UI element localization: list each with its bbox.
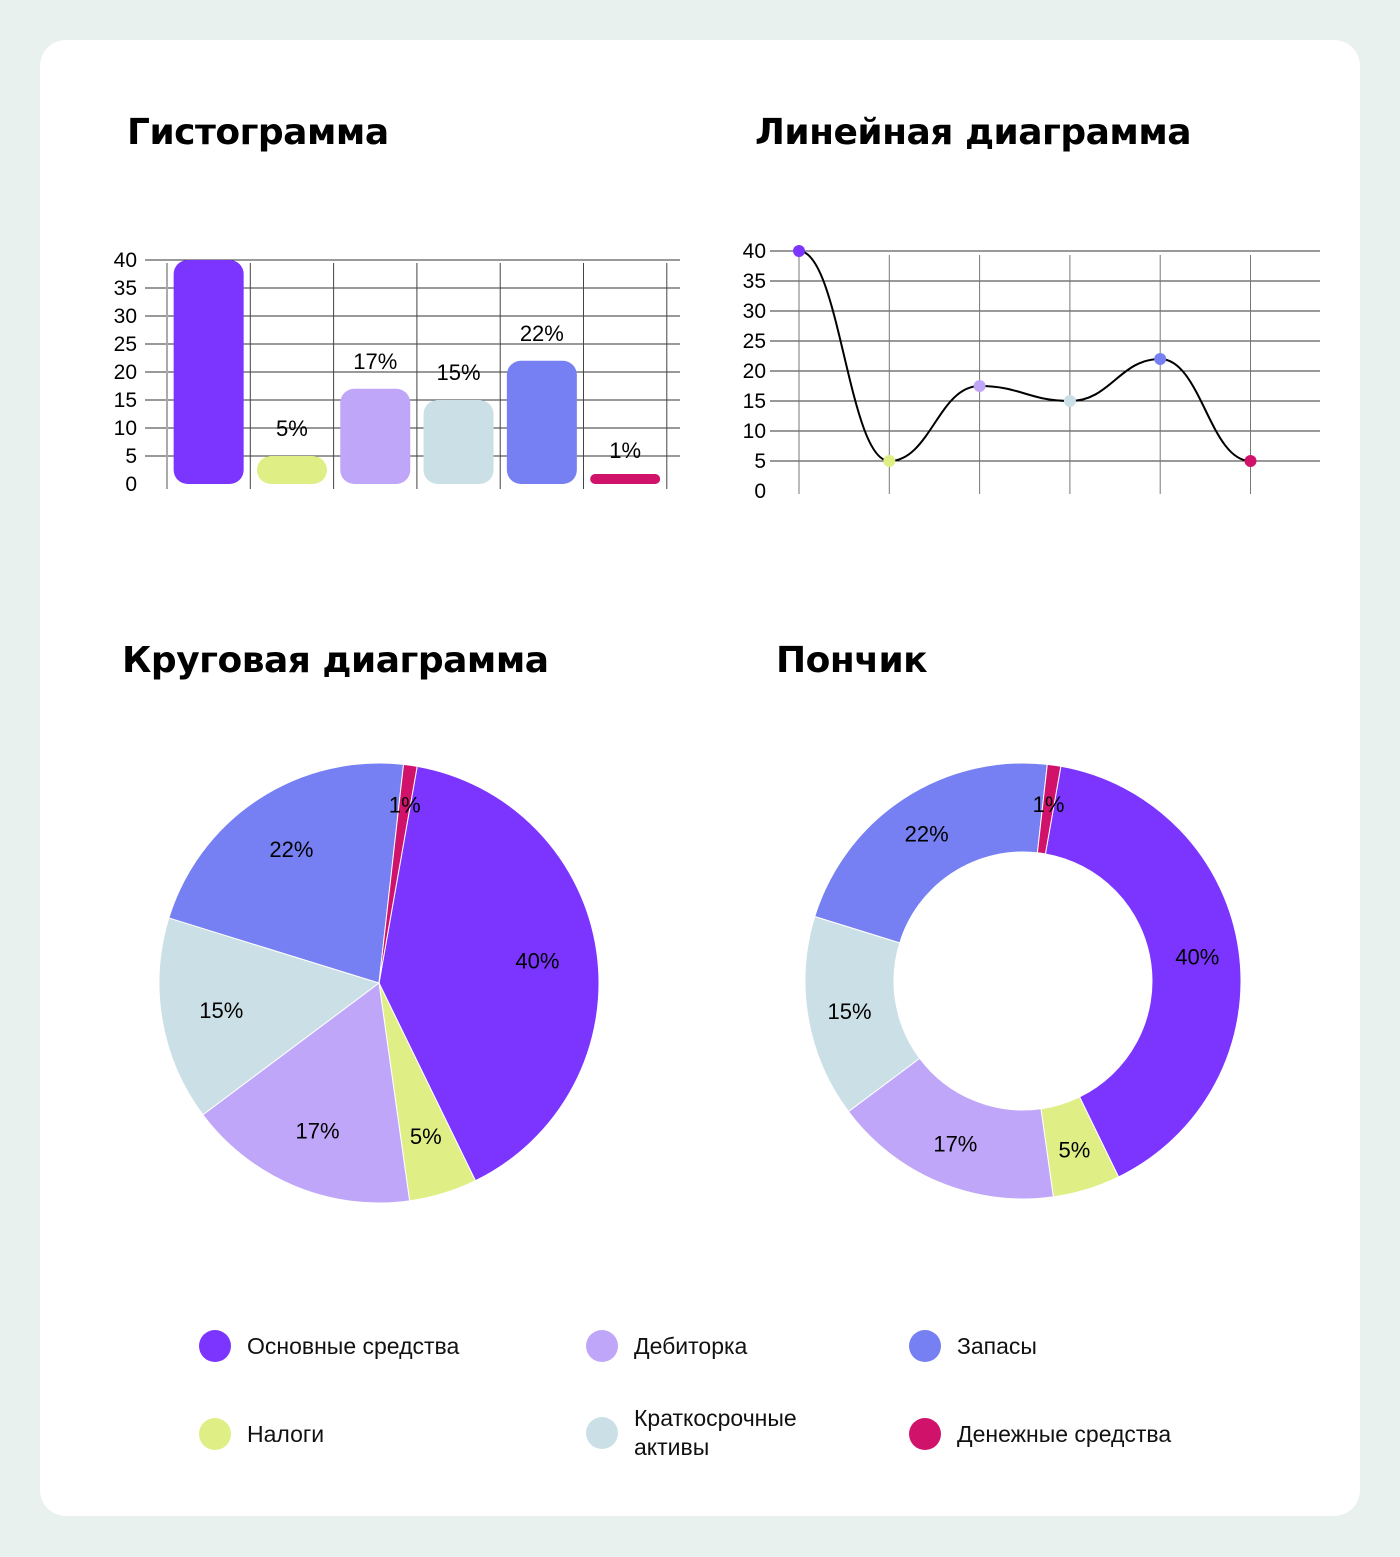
legend-item: Основные средства	[199, 1330, 459, 1362]
legend-label: Запасы	[957, 1332, 1037, 1359]
bar	[506, 360, 577, 484]
y-tick-label: 15	[743, 390, 766, 413]
pie-slice	[378, 763, 418, 984]
donut-label: 40%	[1175, 945, 1219, 970]
donut-label: 5%	[1059, 1137, 1091, 1162]
y-tick-label: 0	[754, 480, 766, 503]
donut-label: 17%	[933, 1131, 977, 1156]
pie-label: 22%	[269, 837, 313, 862]
bar	[590, 474, 661, 484]
y-tick-label: 10	[114, 417, 137, 440]
y-tick-label: 20	[743, 360, 766, 383]
bar	[256, 456, 327, 484]
bar-data-label: 17%	[353, 349, 397, 374]
line-point	[883, 455, 896, 467]
pie-label: 5%	[410, 1124, 442, 1149]
donut-slice	[814, 762, 1048, 944]
y-tick-label: 40	[743, 240, 766, 263]
donut-chart-title: Пончик	[776, 640, 928, 681]
y-tick-label: 30	[114, 305, 137, 328]
pie-slice	[158, 917, 381, 1116]
pie-slice	[168, 762, 405, 984]
legend-label: Краткосрочные активы	[634, 1405, 797, 1460]
bar-data-label: 22%	[520, 321, 564, 346]
donut-label: 22%	[905, 822, 949, 847]
bar	[423, 400, 494, 484]
pie-label: 1%	[389, 792, 421, 817]
y-tick-label: 30	[743, 300, 766, 323]
bar-chart-title: Гистограмма	[127, 112, 389, 153]
y-tick-label: 35	[114, 277, 137, 300]
pie-slice	[378, 765, 600, 1182]
pie-label: 40%	[515, 949, 559, 974]
legend-swatch-icon	[909, 1330, 941, 1362]
bar	[173, 260, 244, 484]
legend-swatch-icon	[199, 1418, 231, 1450]
y-tick-label: 40	[114, 249, 137, 272]
legend-swatch-icon	[909, 1418, 941, 1450]
y-tick-label: 20	[114, 361, 137, 384]
y-tick-label: 15	[114, 389, 137, 412]
y-tick-label: 0	[125, 473, 137, 496]
y-tick-label: 25	[743, 330, 766, 353]
bar-data-label: 5%	[276, 416, 308, 441]
line-point	[1244, 455, 1257, 467]
bar	[340, 388, 411, 484]
donut-label: 1%	[1033, 792, 1065, 817]
y-tick-label: 10	[743, 420, 766, 443]
pie-chart-title: Круговая диаграмма	[122, 640, 549, 681]
line-point	[973, 380, 986, 392]
legend-item: Краткосрочные активы	[586, 1404, 834, 1462]
infographic-card	[40, 40, 1360, 1516]
line-point	[1063, 395, 1076, 407]
bar-data-label: 15%	[437, 360, 481, 385]
legend-item: Денежные средства	[909, 1418, 1171, 1450]
pie-label: 15%	[199, 998, 243, 1023]
bar-data-label: 1%	[609, 438, 641, 463]
y-tick-label: 5	[754, 450, 766, 473]
legend-label: Денежные средства	[957, 1420, 1172, 1447]
legend-swatch-icon	[586, 1417, 618, 1449]
legend-label: Дебиторка	[634, 1332, 748, 1359]
line-point	[1154, 353, 1167, 365]
legend-item: Дебиторка	[586, 1330, 747, 1362]
line-chart-title: Линейная диаграмма	[755, 112, 1192, 153]
y-tick-label: 35	[743, 270, 766, 293]
y-tick-label: 5	[125, 445, 137, 468]
y-tick-label: 25	[114, 333, 137, 356]
pie-label: 17%	[295, 1119, 339, 1144]
donut-slice	[1044, 765, 1242, 1178]
legend-label: Налоги	[247, 1420, 325, 1447]
legend-swatch-icon	[199, 1330, 231, 1362]
legend-swatch-icon	[586, 1330, 618, 1362]
line-series	[798, 250, 1251, 463]
legend-label: Основные средства	[247, 1332, 460, 1359]
legend-item: Налоги	[199, 1418, 324, 1450]
donut-label: 15%	[828, 999, 872, 1024]
donut-slice	[1036, 763, 1062, 855]
pie-slice	[202, 982, 411, 1204]
line-point	[793, 245, 805, 257]
legend-item: Запасы	[909, 1330, 1037, 1362]
